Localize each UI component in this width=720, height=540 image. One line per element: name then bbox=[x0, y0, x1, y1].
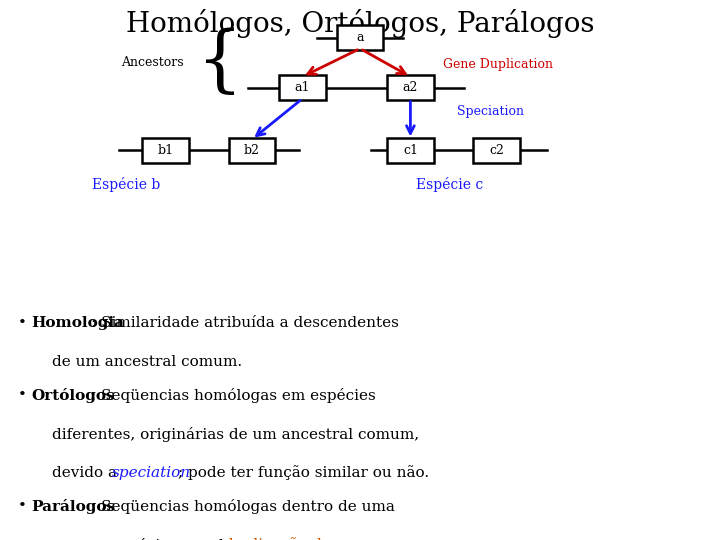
FancyBboxPatch shape bbox=[143, 138, 189, 163]
Text: duplicação de genes.: duplicação de genes. bbox=[224, 537, 386, 540]
Text: : Similaridade atribuída a descendentes: : Similaridade atribuída a descendentes bbox=[91, 316, 399, 330]
Text: a1: a1 bbox=[294, 81, 310, 94]
Text: ; pode ter função similar ou não.: ; pode ter função similar ou não. bbox=[178, 465, 429, 481]
Text: a: a bbox=[356, 31, 364, 44]
Text: •: • bbox=[18, 388, 32, 402]
Text: Homologia: Homologia bbox=[31, 316, 125, 330]
FancyBboxPatch shape bbox=[336, 25, 383, 50]
Text: •: • bbox=[18, 498, 32, 512]
Text: •: • bbox=[18, 316, 32, 330]
Text: devido a: devido a bbox=[52, 465, 122, 480]
Text: mesma espécie, gerada por: mesma espécie, gerada por bbox=[52, 537, 269, 540]
Text: Parálogos: Parálogos bbox=[31, 498, 115, 514]
FancyBboxPatch shape bbox=[387, 138, 433, 163]
Text: : Seqüencias homólogas dentro de uma: : Seqüencias homólogas dentro de uma bbox=[91, 498, 395, 514]
Text: b1: b1 bbox=[158, 144, 174, 157]
FancyBboxPatch shape bbox=[279, 75, 325, 100]
Text: a2: a2 bbox=[402, 81, 418, 94]
Text: {: { bbox=[197, 28, 243, 98]
Text: diferentes, originárias de um ancestral comum,: diferentes, originárias de um ancestral … bbox=[52, 427, 419, 442]
Text: Speciation: Speciation bbox=[457, 105, 524, 118]
FancyBboxPatch shape bbox=[387, 75, 433, 100]
Text: : Seqüencias homólogas em espécies: : Seqüencias homólogas em espécies bbox=[91, 388, 376, 403]
Text: Homólogos, Ortólogos, Parálogos: Homólogos, Ortólogos, Parálogos bbox=[126, 9, 594, 38]
Text: speciation: speciation bbox=[112, 465, 191, 480]
FancyBboxPatch shape bbox=[474, 138, 520, 163]
Text: Ortólogos: Ortólogos bbox=[31, 388, 115, 403]
Text: Espécie c: Espécie c bbox=[416, 177, 484, 192]
Text: b2: b2 bbox=[244, 144, 260, 157]
Text: c1: c1 bbox=[403, 144, 418, 157]
Text: c2: c2 bbox=[490, 144, 504, 157]
Text: Ancestors: Ancestors bbox=[121, 56, 184, 69]
Text: Gene Duplication: Gene Duplication bbox=[443, 58, 553, 71]
Text: Espécie b: Espécie b bbox=[92, 177, 160, 192]
FancyBboxPatch shape bbox=[228, 138, 275, 163]
Text: de um ancestral comum.: de um ancestral comum. bbox=[52, 355, 242, 369]
